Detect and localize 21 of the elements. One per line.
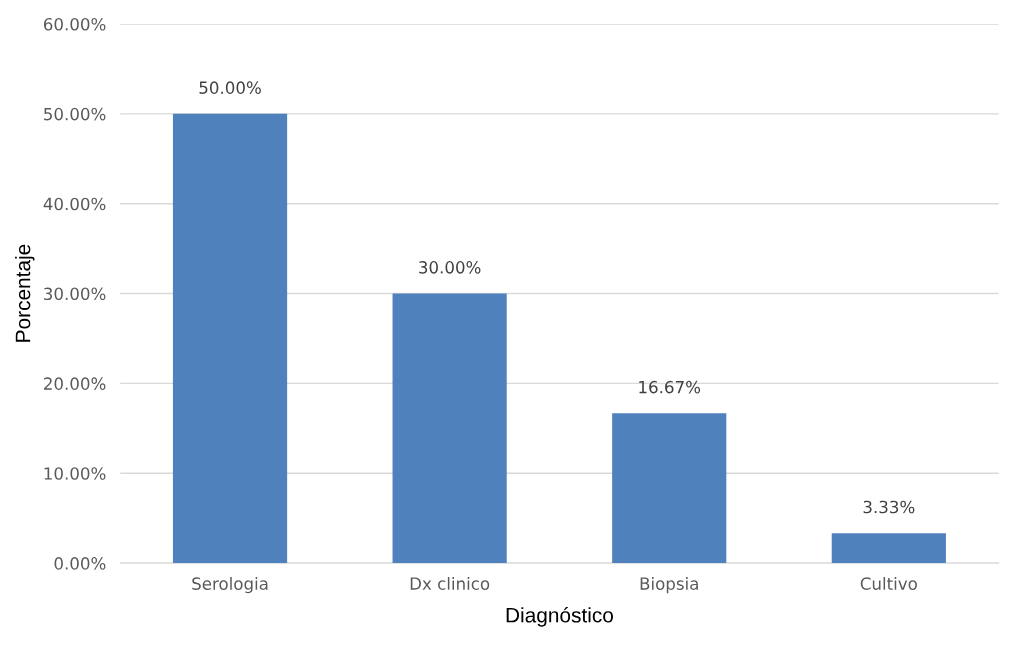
bar bbox=[831, 533, 946, 564]
bar bbox=[612, 413, 727, 564]
y-tick-label: 30.00% bbox=[44, 287, 106, 301]
x-axis-title: Diagnóstico bbox=[506, 607, 613, 627]
data-label: 50.00% bbox=[199, 81, 261, 94]
x-tick-label: Cultivo bbox=[860, 577, 917, 590]
y-tick-label: 10.00% bbox=[44, 467, 106, 480]
x-tick-label: Biopsia bbox=[640, 577, 698, 594]
x-tick-label: Serologia bbox=[192, 577, 268, 594]
y-tick-label: 20.00% bbox=[44, 377, 106, 390]
x-tick-label: Dx clinico bbox=[410, 577, 490, 590]
data-label: 16.67% bbox=[639, 380, 701, 394]
y-tick-label: 50.00% bbox=[44, 107, 106, 121]
bar bbox=[172, 113, 288, 564]
data-label: 30.00% bbox=[419, 261, 481, 274]
data-label: 3.33% bbox=[863, 500, 915, 514]
bar bbox=[392, 293, 507, 564]
y-axis-title: Porcentaje bbox=[15, 244, 35, 342]
y-tick-label: 60.00% bbox=[43, 17, 106, 31]
y-tick-label: 40.00% bbox=[43, 197, 106, 211]
y-tick-label: 0.00% bbox=[54, 557, 106, 570]
